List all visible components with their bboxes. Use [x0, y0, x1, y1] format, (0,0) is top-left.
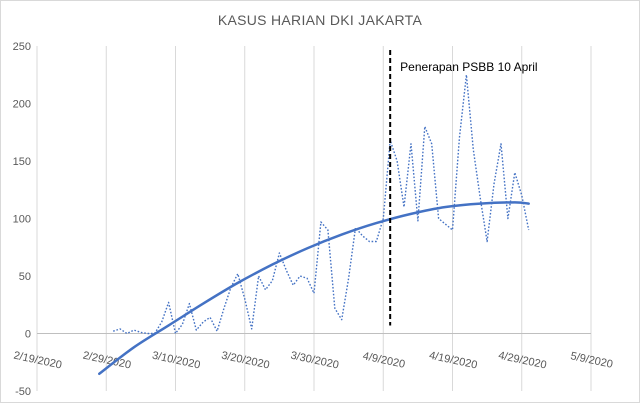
y-tick-label: 50: [19, 271, 31, 283]
y-tick-label: 0: [25, 329, 31, 341]
x-axis-tick-labels: 2/19/2020 2/29/2020 3/10/2020 3/20/2020 3/30…: [12, 350, 613, 372]
psbb-annotation-label: Penerapan PSBB 10 April: [400, 60, 537, 74]
x-tick-label: 3/30/2020: [289, 350, 339, 372]
x-tick-label: 4/9/2020: [362, 350, 406, 371]
y-axis-tick-labels: -50 0 50 100 150 200 250: [13, 41, 31, 398]
x-tick-label: 4/29/2020: [497, 350, 547, 372]
y-tick-label: 200: [13, 99, 31, 111]
y-tick-label: -50: [15, 386, 31, 398]
daily-cases-series: [112, 74, 530, 335]
y-tick-label: 150: [13, 156, 31, 168]
x-tick-label: 2/19/2020: [12, 350, 62, 372]
x-tick-label: 5/9/2020: [569, 350, 613, 371]
annotation-layer: Penerapan PSBB 10 April: [389, 50, 538, 326]
y-tick-label: 250: [13, 41, 31, 53]
x-tick-label: 3/20/2020: [220, 350, 270, 372]
chart-title: KASUS HARIAN DKI JAKARTA: [218, 12, 423, 28]
trendline-series: [98, 201, 530, 376]
y-tick-label: 100: [13, 214, 31, 226]
x-tick-label: 3/10/2020: [151, 350, 201, 372]
x-tick-label: 4/19/2020: [428, 350, 478, 372]
series-layer: [98, 74, 530, 376]
